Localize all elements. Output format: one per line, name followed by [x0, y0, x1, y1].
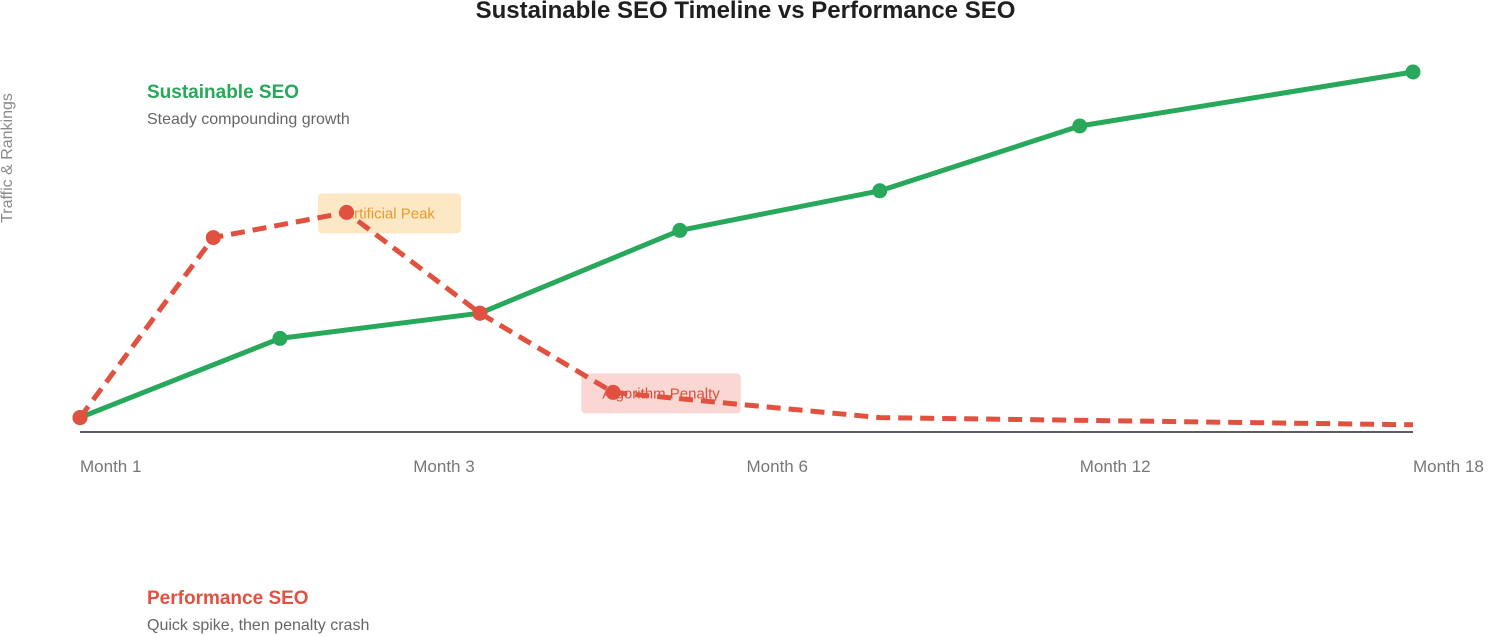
series-line-sustainable [79, 69, 1414, 420]
x-tick-label: Month 1 [80, 457, 141, 476]
data-point [272, 330, 288, 346]
x-tick-label: Month 12 [1080, 457, 1151, 476]
data-point [72, 410, 88, 426]
data-point [872, 183, 888, 199]
legend-performance-name: Performance SEO [147, 588, 309, 609]
annotation-label: Artificial Peak [344, 205, 435, 222]
legend-sustainable-name: Sustainable SEO [147, 82, 300, 103]
data-point [1405, 64, 1421, 80]
x-tick-label: Month 6 [747, 457, 808, 476]
data-point [605, 384, 621, 400]
data-point [472, 305, 488, 321]
data-point [672, 222, 688, 238]
series [72, 64, 1421, 428]
annotation-box [318, 193, 461, 234]
legend-performance: Performance SEO Quick spike, then penalt… [147, 587, 369, 636]
data-point [339, 204, 355, 220]
legend-performance-description: Quick spike, then penalty crash [147, 617, 370, 634]
x-tick-label: Month 3 [413, 457, 474, 476]
legend-sustainable: Sustainable SEO Steady compounding growt… [147, 81, 350, 130]
annotation-box [581, 373, 741, 414]
series-line-performance [77, 209, 1414, 428]
x-tick-label: Month 18 [1413, 457, 1484, 476]
data-point [1072, 118, 1088, 134]
legend-sustainable-description: Steady compounding growth [147, 111, 350, 128]
data-point [205, 230, 221, 246]
chart-title: Sustainable SEO Timeline vs Performance … [475, 0, 1016, 24]
x-tick-labels: Month 1 Month 3 Month 6 Month 12 Month 18 [80, 457, 1484, 476]
